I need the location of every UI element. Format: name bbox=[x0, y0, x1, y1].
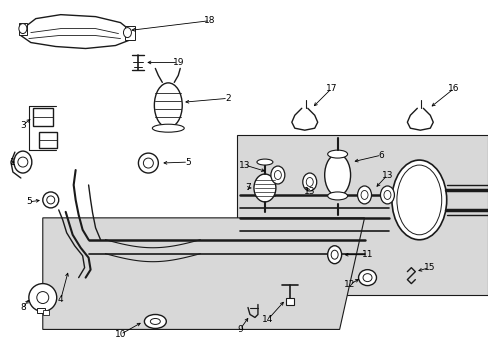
Text: 3: 3 bbox=[20, 121, 26, 130]
Ellipse shape bbox=[253, 174, 275, 202]
Bar bbox=[37, 307, 45, 314]
Text: 10: 10 bbox=[115, 330, 126, 339]
Ellipse shape bbox=[327, 150, 347, 158]
Text: 5: 5 bbox=[185, 158, 191, 167]
Text: 6: 6 bbox=[378, 150, 384, 159]
Ellipse shape bbox=[305, 177, 313, 186]
Text: 8: 8 bbox=[20, 303, 26, 312]
Text: 9: 9 bbox=[237, 325, 243, 334]
Ellipse shape bbox=[362, 274, 371, 282]
Ellipse shape bbox=[330, 250, 337, 259]
Ellipse shape bbox=[14, 151, 32, 173]
Ellipse shape bbox=[150, 319, 160, 324]
Ellipse shape bbox=[327, 246, 341, 264]
Text: 12: 12 bbox=[343, 280, 355, 289]
Ellipse shape bbox=[42, 192, 59, 208]
Ellipse shape bbox=[47, 196, 55, 204]
Bar bbox=[19, 23, 27, 35]
Text: 14: 14 bbox=[262, 315, 273, 324]
Ellipse shape bbox=[391, 160, 446, 240]
Text: 18: 18 bbox=[204, 16, 215, 25]
Ellipse shape bbox=[144, 315, 166, 328]
Text: 19: 19 bbox=[172, 58, 183, 67]
Circle shape bbox=[29, 284, 57, 311]
Ellipse shape bbox=[357, 186, 371, 204]
Ellipse shape bbox=[302, 173, 316, 191]
Ellipse shape bbox=[143, 158, 153, 168]
Bar bbox=[39, 132, 57, 148]
Ellipse shape bbox=[270, 166, 285, 184]
Bar bbox=[42, 310, 49, 315]
Ellipse shape bbox=[19, 24, 27, 33]
Ellipse shape bbox=[138, 153, 158, 173]
Text: 15: 15 bbox=[423, 263, 434, 272]
Text: 16: 16 bbox=[447, 84, 459, 93]
Ellipse shape bbox=[380, 186, 394, 204]
Text: 7: 7 bbox=[244, 184, 250, 193]
Polygon shape bbox=[21, 15, 130, 49]
Ellipse shape bbox=[396, 165, 441, 235]
Bar bbox=[125, 26, 135, 40]
Ellipse shape bbox=[327, 192, 347, 200]
Text: 13: 13 bbox=[381, 171, 392, 180]
Text: 11: 11 bbox=[361, 250, 372, 259]
Ellipse shape bbox=[383, 190, 390, 199]
Text: 1: 1 bbox=[10, 158, 16, 167]
Text: 2: 2 bbox=[225, 94, 230, 103]
Circle shape bbox=[18, 157, 28, 167]
Polygon shape bbox=[42, 218, 364, 329]
Circle shape bbox=[37, 292, 49, 303]
Bar bbox=[33, 108, 53, 126]
Text: 13: 13 bbox=[239, 161, 250, 170]
Ellipse shape bbox=[123, 28, 131, 37]
Text: 13: 13 bbox=[304, 188, 315, 197]
Ellipse shape bbox=[154, 83, 182, 128]
Ellipse shape bbox=[358, 270, 376, 285]
Ellipse shape bbox=[274, 171, 281, 180]
Ellipse shape bbox=[256, 159, 272, 165]
Ellipse shape bbox=[152, 124, 184, 132]
Ellipse shape bbox=[324, 154, 350, 196]
Bar bbox=[285, 298, 293, 305]
Ellipse shape bbox=[360, 190, 367, 199]
Polygon shape bbox=[237, 135, 487, 294]
Text: 5: 5 bbox=[26, 197, 32, 206]
Text: 17: 17 bbox=[325, 84, 337, 93]
Text: 4: 4 bbox=[58, 295, 63, 304]
